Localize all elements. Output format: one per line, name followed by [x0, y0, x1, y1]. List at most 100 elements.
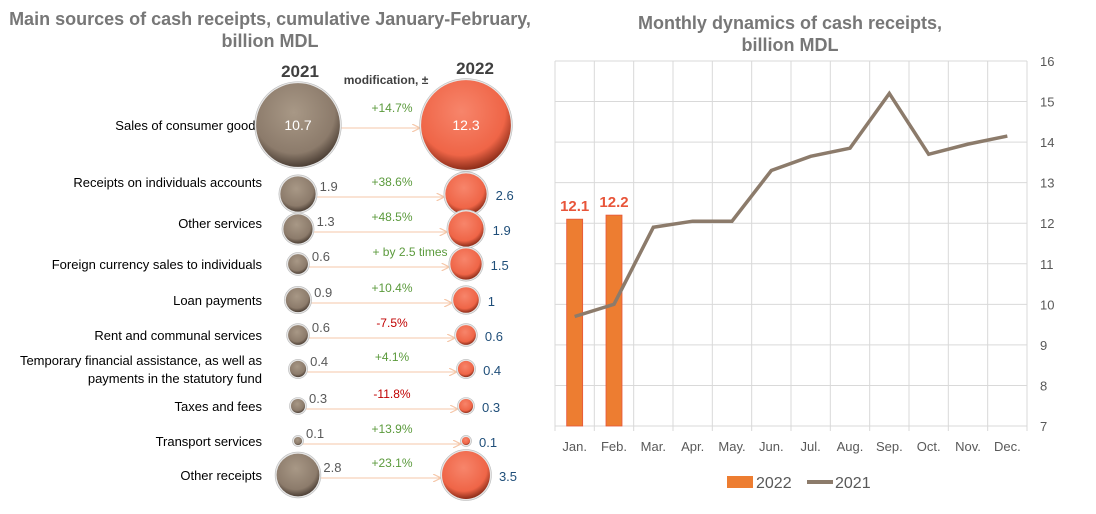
bubble-2022: [457, 360, 475, 378]
value-2022: 2.6: [496, 188, 514, 203]
change-label: +38.6%: [371, 175, 412, 189]
x-tick-label: May.: [718, 439, 745, 454]
bubble-2022: [442, 451, 490, 499]
bubble-2021: [285, 287, 311, 313]
bubble-2021: [293, 436, 303, 446]
y-tick-label: 11: [1040, 257, 1054, 272]
bubble-2021: [283, 214, 313, 244]
bubble-2021: [289, 360, 307, 378]
bubble-2021: [276, 453, 320, 497]
bubble-2021: [256, 83, 340, 167]
y-tick-label: 10: [1040, 297, 1054, 312]
bubble-row: Rent and communal services 0.6 0.6 -7.5%: [94, 316, 503, 347]
x-tick-label: Apr.: [681, 439, 704, 454]
value-2021: 0.1: [306, 426, 324, 441]
x-tick-label: Nov.: [955, 439, 981, 454]
category-label: Rent and communal services: [94, 328, 262, 343]
value-2022: 12.3: [452, 117, 479, 133]
x-tick-label: Feb.: [601, 439, 627, 454]
bar-data-label: 12.1: [560, 198, 589, 215]
y-tick-label: 9: [1040, 338, 1047, 353]
value-2022: 0.3: [482, 400, 500, 415]
title-line-1: Monthly dynamics of cash receipts,: [637, 13, 943, 33]
bubble-row: Loan payments 0.9 1 +10.4%: [173, 281, 495, 315]
change-label: +23.1%: [371, 456, 412, 470]
bubble-2022: [448, 211, 484, 247]
bubble-2021: [290, 398, 306, 414]
y-tick-label: 13: [1040, 176, 1054, 191]
value-2022: 1.5: [491, 258, 509, 273]
title-line-2: billion MDL: [221, 31, 319, 51]
value-2021: 1.3: [317, 214, 335, 229]
left-chart-title: Main sources of cash receipts, cumulativ…: [0, 8, 540, 52]
change-label: +48.5%: [371, 210, 412, 224]
col-2022-header: 2022: [456, 59, 494, 78]
bubble-2021: [288, 325, 308, 345]
bubble-row: Sales of consumer goods 10.7 12.3 +14.7%: [115, 78, 513, 172]
bar-data-label: 12.2: [599, 194, 628, 211]
bubble-2022: [421, 80, 511, 170]
title-line-2: billion MDL: [741, 35, 839, 55]
value-2022: 0.6: [485, 329, 503, 344]
x-tick-label: Oct.: [917, 439, 941, 454]
x-tick-label: Sep.: [876, 439, 903, 454]
bubble-row: Foreign currency sales to individuals 0.6…: [52, 245, 509, 282]
bubble-2022: [461, 436, 471, 446]
line-2021: [574, 90, 1008, 319]
x-tick-label: Mar.: [641, 439, 666, 454]
change-label: -11.8%: [373, 387, 410, 401]
y-tick-label: 16: [1040, 54, 1054, 69]
x-tick-label: Dec.: [994, 439, 1021, 454]
bubble-2022: [445, 173, 487, 215]
y-tick-label: 14: [1040, 135, 1054, 150]
bubble-row: Taxes and fees 0.3 0.3 -11.8%: [175, 387, 501, 415]
bubble-chart: 2021 2022 modification, ± Sales of consu…: [20, 59, 517, 501]
value-2022: 1.9: [493, 223, 511, 238]
x-tick-label: Aug.: [837, 439, 864, 454]
value-2022: 0.4: [483, 363, 501, 378]
x-tick-label: Jun.: [759, 439, 784, 454]
bubble-row: Other receipts 2.8 3.5 +23.1%: [180, 449, 517, 501]
change-label: + by 2.5 times: [372, 245, 447, 259]
bubble-row: Transport services 0.1 0.1 +13.9%: [156, 422, 498, 450]
y-tick-label: 8: [1040, 378, 1047, 393]
change-label: +14.7%: [371, 101, 412, 115]
value-2021: 10.7: [284, 117, 311, 133]
right-chart-title: Monthly dynamics of cash receipts, billi…: [560, 12, 1020, 56]
category-label: Temporary financial assistance, as well …: [20, 353, 263, 368]
col-2021-header: 2021: [281, 62, 319, 81]
bar-2022: [605, 214, 623, 427]
x-tick-label: Jul.: [801, 439, 821, 454]
value-2022: 1: [488, 294, 495, 309]
bubble-2022: [453, 287, 479, 313]
value-2022: 0.1: [479, 435, 497, 450]
category-label: Loan payments: [173, 293, 262, 308]
y-tick-label: 15: [1040, 95, 1054, 110]
value-2021: 1.9: [320, 179, 338, 194]
x-tick-label: Jan.: [562, 439, 587, 454]
bubble-2021: [288, 254, 308, 274]
change-label: +13.9%: [371, 422, 412, 436]
bubble-row: Other services 1.3 1.9 +48.5%: [178, 209, 511, 249]
category-label: Other services: [178, 216, 262, 231]
bubble-2022: [456, 325, 476, 345]
category-label: Other receipts: [180, 468, 262, 483]
legend: 2022 2021: [727, 475, 871, 492]
y-tick-label: 7: [1040, 419, 1047, 434]
bubble-2022: [450, 248, 482, 280]
value-2022: 3.5: [499, 469, 517, 484]
change-label: +10.4%: [371, 281, 412, 295]
category-label: Foreign currency sales to individuals: [52, 257, 263, 272]
y-tick-label: 12: [1040, 216, 1054, 231]
category-label: payments in the statutory fund: [88, 371, 262, 386]
title-line-1: Main sources of cash receipts, cumulativ…: [9, 9, 531, 29]
legend-2021-label: 2021: [835, 475, 871, 492]
bubble-2021: [280, 176, 316, 212]
category-label: Taxes and fees: [175, 399, 263, 414]
value-2021: 0.4: [310, 354, 328, 369]
value-2021: 0.6: [312, 320, 330, 335]
col-change-header: modification, ±: [344, 73, 429, 87]
category-label: Transport services: [156, 434, 263, 449]
value-2021: 2.8: [323, 460, 341, 475]
category-label: Receipts on individuals accounts: [73, 175, 262, 190]
